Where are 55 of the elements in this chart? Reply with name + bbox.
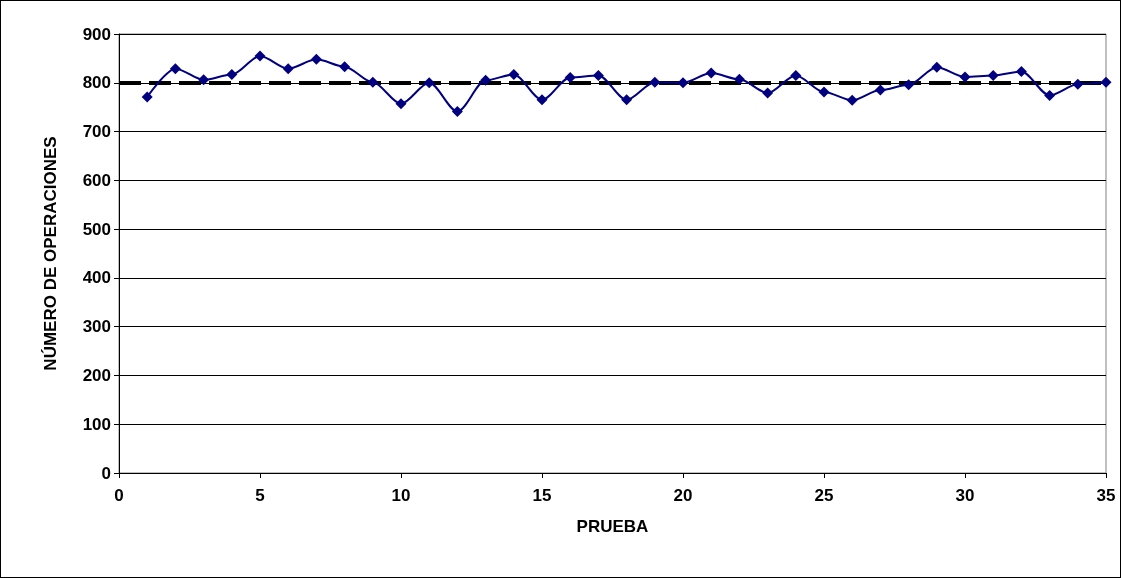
point bbox=[310, 53, 322, 65]
y-tick-label: 0 bbox=[101, 463, 111, 483]
point bbox=[790, 69, 802, 81]
x-tick-label: 15 bbox=[532, 486, 552, 505]
point bbox=[367, 76, 379, 88]
point bbox=[592, 69, 604, 81]
point bbox=[423, 77, 435, 89]
y-tick-label: 100 bbox=[82, 414, 111, 434]
y-tick-label: 900 bbox=[82, 24, 111, 44]
point bbox=[1044, 89, 1056, 101]
x-tick-label: 30 bbox=[955, 486, 975, 505]
point bbox=[1015, 66, 1027, 78]
y-tick-label: 400 bbox=[82, 268, 111, 288]
point bbox=[282, 63, 294, 75]
point bbox=[762, 87, 774, 99]
point bbox=[226, 68, 238, 80]
point bbox=[536, 94, 548, 106]
y-tick-label: 500 bbox=[82, 219, 111, 239]
point bbox=[480, 74, 492, 86]
point bbox=[1072, 78, 1084, 90]
point bbox=[198, 74, 210, 86]
point bbox=[395, 98, 407, 110]
point bbox=[564, 71, 576, 83]
point bbox=[254, 50, 266, 62]
point bbox=[508, 68, 520, 80]
point bbox=[621, 94, 633, 106]
point bbox=[987, 69, 999, 81]
x-tick-label: 20 bbox=[673, 486, 693, 505]
y-tick-label: 600 bbox=[82, 170, 111, 190]
point bbox=[931, 61, 943, 73]
point bbox=[818, 86, 830, 98]
x-tick-label: 10 bbox=[391, 486, 411, 505]
x-tick-label: 35 bbox=[1096, 486, 1116, 505]
y-tick-label: 200 bbox=[82, 365, 111, 385]
x-tick-label: 5 bbox=[255, 486, 265, 505]
y-axis-title: NÚMERO DE OPERACIONES bbox=[41, 136, 60, 371]
point bbox=[169, 63, 181, 75]
x-axis-title: PRUEBA bbox=[576, 517, 649, 536]
y-tick-label: 800 bbox=[82, 73, 111, 93]
point bbox=[141, 91, 153, 103]
point bbox=[705, 67, 717, 79]
point bbox=[846, 94, 858, 106]
x-tick-label: 0 bbox=[114, 486, 124, 505]
point bbox=[1100, 76, 1112, 88]
y-tick-label: 700 bbox=[82, 122, 111, 142]
point bbox=[339, 61, 351, 73]
point bbox=[903, 79, 915, 91]
point bbox=[649, 76, 661, 88]
point bbox=[959, 71, 971, 83]
point bbox=[677, 77, 689, 89]
point bbox=[733, 73, 745, 85]
point bbox=[874, 84, 886, 96]
point bbox=[451, 106, 463, 118]
x-tick-label: 25 bbox=[814, 486, 834, 505]
y-tick-label: 300 bbox=[82, 317, 111, 337]
